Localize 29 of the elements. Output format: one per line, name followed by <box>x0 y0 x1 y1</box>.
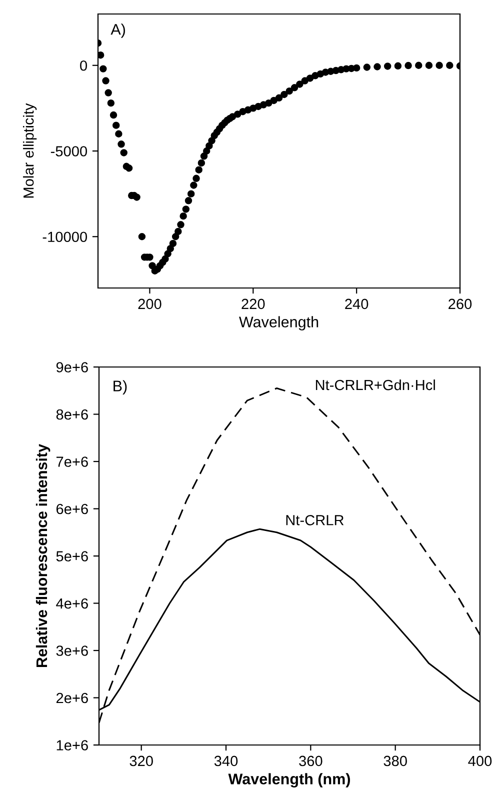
y-tick-label: 7e+6 <box>56 456 88 467</box>
x-tick-label: 340 <box>214 756 238 766</box>
y-tick-label: -5000 <box>50 146 88 156</box>
x-tick-label: 320 <box>130 756 153 766</box>
x-tick-label: 400 <box>468 756 492 766</box>
y-axis-title: Molar ellipticity <box>23 103 37 198</box>
y-tick-label: 9e+6 <box>56 362 88 372</box>
x-tick-label: 360 <box>299 756 322 766</box>
y-tick-label: 0 <box>80 60 88 71</box>
y-tick-label: 3e+6 <box>56 646 88 656</box>
y-tick-label: 6e+6 <box>56 504 88 514</box>
x-tick-label: 220 <box>242 298 265 310</box>
x-axis-title: Wavelength (nm) <box>228 773 350 788</box>
y-axis-title: Relative fluorescence intensity <box>36 444 50 668</box>
y-tick-label: 4e+6 <box>56 598 88 609</box>
y-tick-label: 5e+6 <box>56 551 88 562</box>
annotation: A) <box>110 24 125 38</box>
x-tick-label: 240 <box>345 298 368 310</box>
x-axis-title: Wavelength <box>239 316 318 330</box>
series-label: Nt-CRLR+Gdn·Hcl <box>316 379 435 390</box>
x-tick-label: 260 <box>448 298 472 310</box>
annotation: B) <box>114 380 127 394</box>
series-label: Nt-CRLR <box>286 515 344 526</box>
y-tick-label: 1e+6 <box>56 740 88 750</box>
x-tick-label: 200 <box>138 298 162 310</box>
x-tick-label: 380 <box>384 756 407 766</box>
y-tick-label: -10000 <box>42 232 88 242</box>
y-tick-label: 2e+6 <box>56 692 88 704</box>
y-tick-label: 8e+6 <box>56 409 88 420</box>
